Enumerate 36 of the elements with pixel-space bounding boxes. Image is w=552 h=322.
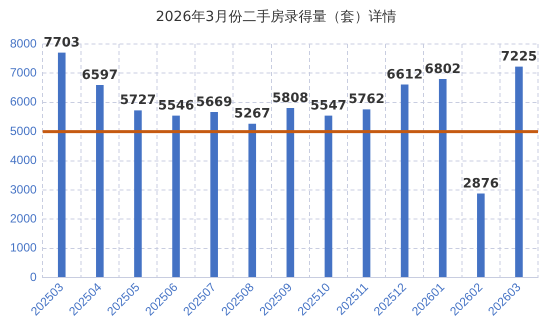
bar [400,84,408,278]
data-label: 6612 [386,67,423,82]
data-label: 6802 [424,62,461,77]
data-label: 5669 [196,94,232,110]
bar [286,108,294,278]
data-label: 5267 [234,106,270,122]
bar [58,52,66,278]
y-tick-label: 5000 [10,124,38,138]
data-label: 7703 [44,36,80,51]
bar [362,109,370,278]
data-label: 7225 [500,49,538,64]
data-label: 5727 [120,93,156,108]
data-label: 5547 [310,98,347,114]
data-label: 5546 [158,98,194,114]
bar [172,116,180,278]
y-tick-label: 3000 [10,182,38,196]
bar [324,116,332,278]
bar [96,84,104,278]
bar [477,194,485,278]
y-tick-label: 2000 [10,211,38,226]
chart-title: 2026年3月份二手房录得量（套）详情 [154,8,398,27]
data-label: 5808 [272,90,308,106]
bar [248,124,256,278]
bar [210,112,218,278]
bar [134,110,142,278]
y-tick-label: 0 [30,270,38,284]
data-label: 6597 [82,68,118,83]
data-label: 2876 [462,176,499,192]
y-tick-label: 4000 [10,153,38,168]
bar [515,66,523,278]
bar [438,78,447,278]
y-tick-label: 7000 [10,66,38,80]
y-tick-label: 1000 [10,240,38,255]
y-tick-label: 6000 [10,94,38,109]
data-label: 5762 [348,92,385,108]
y-tick-label: 8000 [10,36,38,50]
